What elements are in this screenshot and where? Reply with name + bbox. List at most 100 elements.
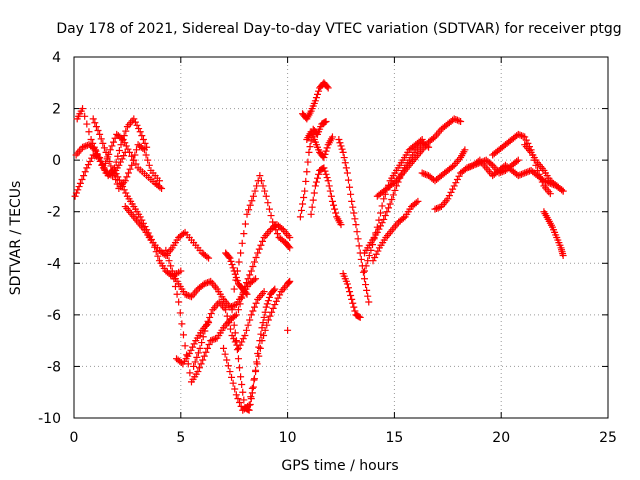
data-point <box>310 189 318 197</box>
data-point <box>81 168 89 176</box>
data-point <box>321 167 329 175</box>
data-point <box>380 195 388 203</box>
data-point <box>521 169 529 177</box>
data-point <box>341 159 349 167</box>
data-point <box>252 275 260 283</box>
data-point <box>115 146 123 154</box>
data-point <box>141 139 149 147</box>
data-point <box>121 139 129 147</box>
data-point <box>91 119 99 127</box>
data-point <box>359 268 367 276</box>
data-point <box>126 165 134 173</box>
data-point <box>255 352 263 360</box>
data-point <box>104 153 112 161</box>
data-point <box>268 308 276 316</box>
data-point <box>377 222 385 230</box>
data-point <box>96 130 104 138</box>
series-arc-19 <box>303 128 336 162</box>
data-point <box>263 300 271 308</box>
data-point <box>89 139 97 147</box>
data-point <box>106 146 114 154</box>
data-point <box>487 160 495 168</box>
data-point <box>323 174 331 182</box>
data-point <box>372 250 380 258</box>
series-arc-12 <box>220 277 294 414</box>
data-point <box>238 239 246 247</box>
data-point <box>119 136 127 144</box>
data-point <box>517 170 525 178</box>
data-point <box>145 161 153 169</box>
data-point <box>136 128 144 136</box>
data-point <box>300 194 308 202</box>
data-point <box>175 298 183 306</box>
data-point <box>90 143 98 151</box>
data-point <box>119 183 127 191</box>
data-point <box>538 178 546 186</box>
series-arc-18 <box>299 79 332 123</box>
data-point <box>323 144 331 152</box>
data-point <box>228 306 236 314</box>
data-point <box>229 313 237 321</box>
data-point <box>167 262 175 270</box>
data-point <box>163 252 171 260</box>
data-point <box>232 337 240 345</box>
data-point <box>247 267 255 275</box>
data-point <box>124 145 132 153</box>
data-point <box>391 178 399 186</box>
data-point <box>256 344 264 352</box>
x-axis-label: GPS time / hours <box>281 458 398 474</box>
data-point <box>246 271 254 279</box>
data-point <box>314 90 322 98</box>
data-point <box>257 241 265 249</box>
data-point <box>278 224 286 232</box>
data-point <box>183 291 191 299</box>
data-point <box>371 253 379 261</box>
data-point <box>517 132 525 140</box>
data-point <box>220 344 228 352</box>
data-point <box>195 364 203 372</box>
data-point <box>450 182 458 190</box>
data-point <box>230 267 238 275</box>
data-point <box>86 157 94 165</box>
data-point <box>234 355 242 363</box>
data-point <box>177 267 185 275</box>
data-point <box>242 326 250 334</box>
data-point <box>162 246 170 254</box>
data-point <box>262 192 270 200</box>
data-point <box>452 116 460 124</box>
data-point <box>100 164 108 172</box>
data-point <box>241 331 249 339</box>
data-point <box>276 291 284 299</box>
data-point <box>85 128 93 136</box>
data-point <box>191 358 199 366</box>
data-point <box>447 188 455 196</box>
data-point <box>121 177 129 185</box>
data-point <box>204 279 211 287</box>
data-point <box>129 156 137 164</box>
data-point <box>97 157 105 165</box>
data-point <box>266 312 274 320</box>
data-point <box>385 204 393 212</box>
data-point <box>139 136 147 144</box>
data-point <box>338 145 346 153</box>
series-arc-03 <box>73 105 166 193</box>
data-point <box>349 203 357 211</box>
data-point <box>372 229 380 237</box>
data-point <box>388 195 396 203</box>
data-point <box>247 311 255 319</box>
data-point <box>324 84 332 92</box>
data-point <box>236 300 244 308</box>
data-point <box>257 177 265 185</box>
data-point <box>189 343 197 351</box>
data-point <box>383 208 391 216</box>
data-point <box>84 161 92 169</box>
data-point <box>83 141 91 149</box>
data-point <box>302 177 310 185</box>
data-point <box>261 308 269 316</box>
data-point <box>429 134 437 142</box>
data-point <box>309 196 317 204</box>
data-point <box>238 338 246 346</box>
data-point <box>450 115 458 123</box>
data-point <box>343 169 351 177</box>
data-point <box>346 183 354 191</box>
